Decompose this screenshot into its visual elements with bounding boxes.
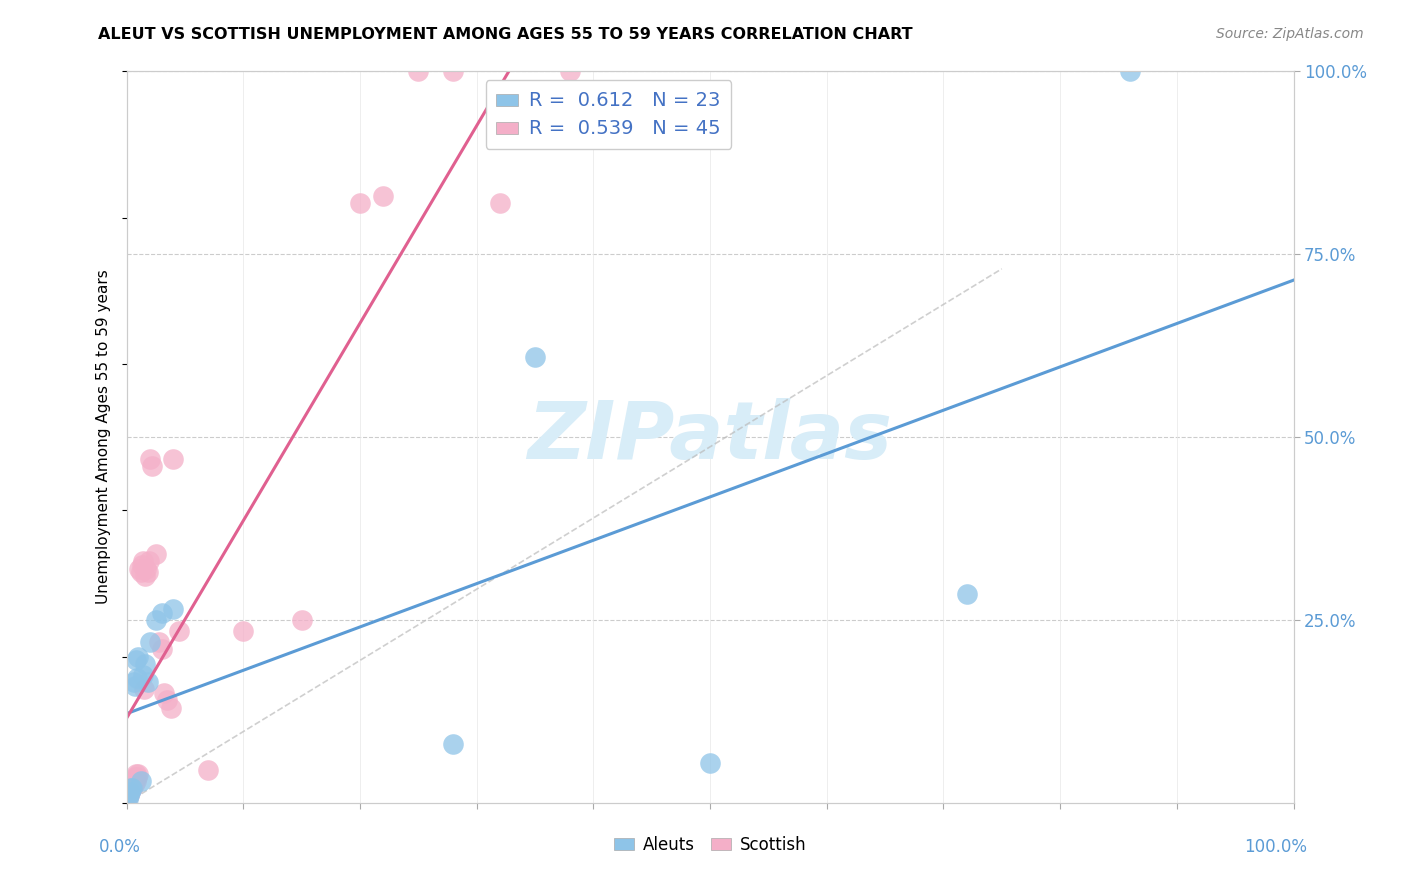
Text: ZIPatlas: ZIPatlas — [527, 398, 893, 476]
Point — [1119, 64, 1142, 78]
Text: Source: ZipAtlas.com: Source: ZipAtlas.com — [1216, 27, 1364, 41]
Point — [558, 64, 581, 78]
Point — [122, 675, 145, 690]
Point — [122, 773, 145, 788]
Point — [120, 778, 142, 792]
Point — [139, 635, 162, 649]
Point — [125, 773, 148, 788]
Y-axis label: Unemployment Among Ages 55 to 59 years: Unemployment Among Ages 55 to 59 years — [96, 269, 111, 605]
Point — [136, 675, 159, 690]
Point — [373, 188, 395, 202]
Point — [134, 657, 156, 671]
Text: ALEUT VS SCOTTISH UNEMPLOYMENT AMONG AGES 55 TO 59 YEARS CORRELATION CHART: ALEUT VS SCOTTISH UNEMPLOYMENT AMONG AGE… — [98, 27, 912, 42]
Point — [141, 459, 163, 474]
Point — [131, 558, 153, 573]
Point — [290, 613, 312, 627]
Point — [125, 766, 148, 780]
Text: 0.0%: 0.0% — [98, 838, 141, 856]
Legend: Aleuts, Scottish: Aleuts, Scottish — [607, 829, 813, 860]
Point — [167, 624, 190, 638]
Point — [523, 350, 546, 364]
Point — [117, 792, 139, 806]
Point — [124, 679, 146, 693]
Point — [162, 602, 184, 616]
Point — [132, 682, 155, 697]
Point — [441, 64, 464, 78]
Point — [349, 196, 371, 211]
Text: 100.0%: 100.0% — [1244, 838, 1308, 856]
Point — [128, 562, 150, 576]
Point — [138, 554, 160, 568]
Point — [127, 649, 149, 664]
Point — [145, 613, 167, 627]
Point — [125, 672, 148, 686]
Point — [115, 792, 138, 806]
Point — [118, 781, 141, 796]
Point — [441, 737, 464, 751]
Point — [127, 766, 149, 780]
Point — [117, 789, 139, 803]
Point — [129, 566, 152, 580]
Point — [121, 773, 143, 788]
Point — [145, 547, 167, 561]
Point — [118, 789, 141, 803]
Point — [160, 700, 183, 714]
Point — [150, 642, 173, 657]
Point — [197, 763, 219, 777]
Point — [132, 554, 155, 568]
Point — [134, 569, 156, 583]
Point — [956, 587, 979, 601]
Point — [136, 566, 159, 580]
Point — [132, 667, 155, 681]
Point — [408, 64, 430, 78]
Point — [121, 781, 143, 796]
Point — [122, 778, 145, 792]
Point — [162, 452, 184, 467]
Point — [148, 635, 170, 649]
Point — [129, 773, 152, 788]
Point — [118, 785, 141, 799]
Point — [699, 756, 721, 770]
Point — [150, 606, 173, 620]
Point — [120, 781, 142, 796]
Point — [118, 785, 141, 799]
Point — [124, 770, 146, 784]
Point — [232, 624, 254, 638]
Point — [135, 562, 157, 576]
Point — [125, 653, 148, 667]
Point — [156, 693, 179, 707]
Point — [117, 785, 139, 799]
Point — [118, 781, 141, 796]
Point — [125, 770, 148, 784]
Point — [139, 452, 162, 467]
Point — [489, 196, 512, 211]
Point — [118, 789, 141, 803]
Point — [121, 781, 143, 796]
Point — [153, 686, 176, 700]
